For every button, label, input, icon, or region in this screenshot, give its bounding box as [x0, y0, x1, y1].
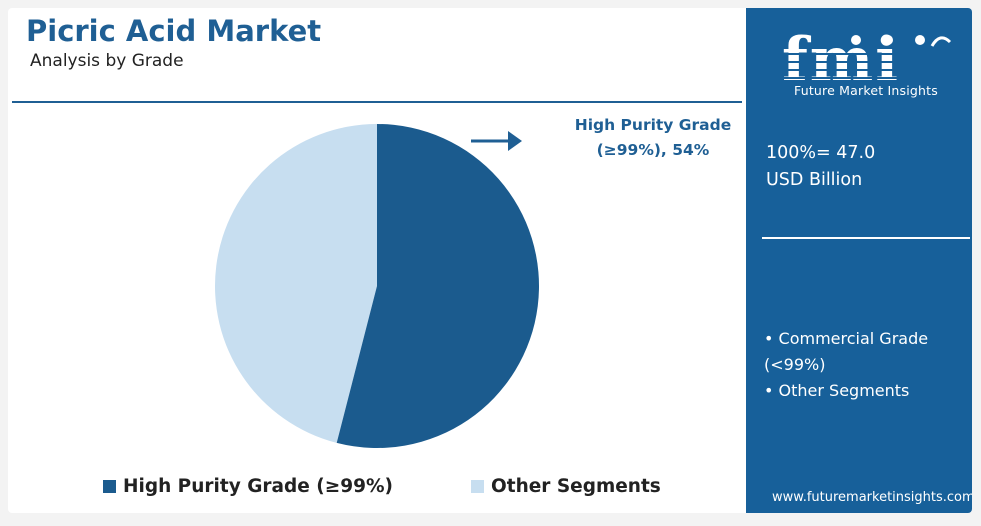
- info-panel: fmi Future Market Insights 100%= 47.0 US…: [746, 8, 972, 513]
- market-total: 100%= 47.0 USD Billion: [766, 140, 875, 194]
- segment-item-other: • Other Segments: [764, 381, 910, 400]
- logo-swoosh-icon: [930, 36, 952, 47]
- legend-label-high-purity: High Purity Grade (≥99%): [123, 476, 393, 497]
- chart-card: Picric Acid Market Analysis by Grade Hig…: [8, 8, 972, 513]
- chart-subtitle: Analysis by Grade: [30, 51, 184, 71]
- legend-item-other: Other Segments: [471, 476, 661, 497]
- market-total-unit: USD Billion: [766, 170, 863, 190]
- logo-tagline: Future Market Insights: [794, 83, 938, 98]
- callout-arrow-icon: [508, 131, 522, 151]
- pie-slice-other-segments: [215, 124, 377, 443]
- market-total-value: 100%= 47.0: [766, 143, 876, 163]
- callout-line-1: High Purity Grade: [574, 116, 732, 134]
- logo-dot-icon: [883, 35, 893, 45]
- legend-swatch-other: [471, 480, 484, 493]
- website-url[interactable]: www.futuremarketinsights.com: [772, 490, 972, 505]
- other-segments-list: • Commercial Grade (<99%) • Other Segmen…: [764, 326, 970, 404]
- logo-dot-icon: [915, 35, 925, 45]
- segment-item-commercial: • Commercial Grade (<99%): [764, 329, 929, 374]
- pie-chart: [215, 124, 539, 448]
- legend-item-high-purity: High Purity Grade (≥99%): [103, 476, 393, 497]
- chart-title: Picric Acid Market: [26, 14, 322, 48]
- header-divider: [12, 101, 742, 103]
- fmi-logo: fmi: [782, 34, 952, 88]
- callout-line-2: (≥99%), 54%: [596, 141, 710, 159]
- panel-divider: [762, 237, 970, 239]
- legend-label-other: Other Segments: [491, 476, 661, 497]
- legend-swatch-high-purity: [103, 480, 116, 493]
- logo-dot-icon: [851, 35, 861, 45]
- pie-slice-high-purity: [336, 124, 539, 448]
- pie-callout-label: High Purity Grade (≥99%), 54%: [568, 113, 738, 163]
